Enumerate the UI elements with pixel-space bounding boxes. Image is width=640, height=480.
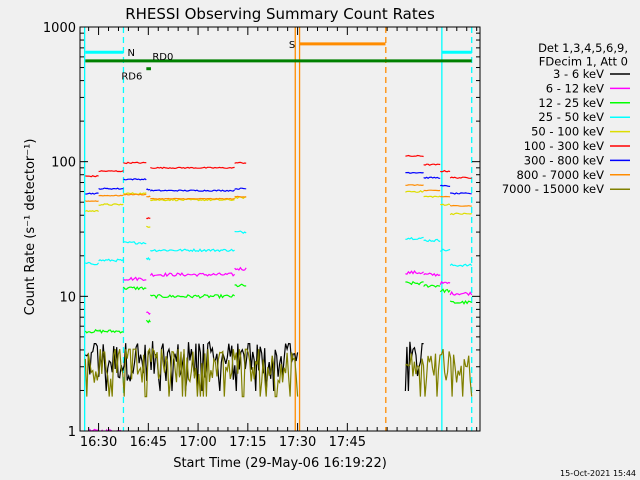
x-tick-label: 17:00: [179, 435, 216, 450]
series-trace: [424, 177, 441, 178]
legend-entry-label: 6 - 12 keV: [546, 81, 604, 95]
legend-entry-label: 800 - 7000 keV: [516, 168, 604, 182]
y-tick-label: 1: [68, 425, 76, 440]
footer-timestamp: 15-Oct-2021 15:44: [560, 469, 636, 478]
legend-entry-label: 12 - 25 keV: [538, 96, 604, 110]
y-tick-label: 10: [59, 290, 76, 305]
series-trace: [235, 196, 247, 197]
annotation-label: N: [127, 48, 134, 59]
chart-title: RHESSI Observing Summary Count Rates: [125, 5, 435, 23]
x-tick-label: 17:45: [329, 435, 366, 450]
series-trace: [450, 206, 472, 207]
series-trace: [405, 173, 423, 174]
legend-entry-label: 25 - 50 keV: [538, 110, 604, 124]
legend-entry-label: 300 - 800 keV: [524, 153, 604, 167]
series-trace: [85, 176, 98, 177]
x-tick-label: 17:30: [279, 435, 316, 450]
series-trace: [150, 198, 234, 199]
y-tick-label: 1000: [43, 21, 76, 36]
series-trace: [99, 195, 124, 196]
legend-header: Det 1,3,4,5,6,9,FDecim 1, Att 0: [538, 41, 628, 69]
x-tick-label: 17:15: [229, 435, 266, 450]
annotation-label: RD0: [152, 52, 173, 63]
legend-entry-label: 3 - 6 keV: [553, 67, 604, 81]
x-tick-label: 16:30: [80, 435, 117, 450]
x-axis-label: Start Time (29-May-06 16:19:22): [173, 456, 387, 471]
annotation-label: S: [289, 40, 295, 51]
series-trace: [146, 196, 150, 197]
y-axis-label: Count Rate (s⁻¹ detector⁻¹): [23, 139, 38, 316]
annotation-label: RD6: [121, 72, 142, 83]
series-trace: [85, 201, 98, 202]
series-trace: [146, 218, 150, 219]
series-trace: [424, 190, 441, 191]
legend-entry-label: 7000 - 15000 keV: [502, 182, 604, 196]
series-trace: [146, 189, 150, 190]
legend-header-line: Det 1,3,4,5,6,9,: [538, 41, 628, 55]
series-trace: [123, 194, 146, 195]
x-tick-label: 16:45: [130, 435, 167, 450]
legend-entry-label: 100 - 300 keV: [524, 139, 604, 153]
y-tick-label: 100: [51, 156, 76, 171]
legend-entry-label: 50 - 100 keV: [531, 125, 604, 139]
series-trace: [405, 185, 423, 186]
